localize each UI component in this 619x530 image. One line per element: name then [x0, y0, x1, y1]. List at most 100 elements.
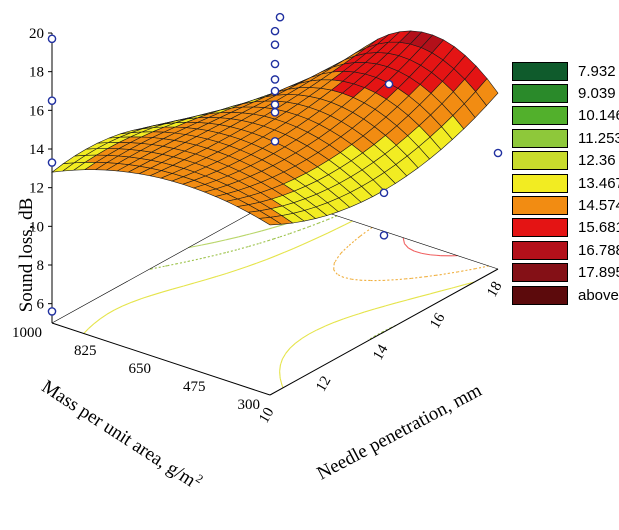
contour-segment	[188, 244, 202, 249]
x-tick-label: 10	[256, 405, 277, 426]
contour-segment	[201, 243, 207, 246]
contour-segment	[457, 270, 464, 273]
contour-segment	[280, 382, 283, 386]
data-point	[47, 158, 57, 167]
contour-segment	[226, 236, 239, 241]
observed-points	[47, 12, 503, 316]
contour-segment	[325, 321, 335, 327]
z-tick-label: 20	[29, 26, 44, 42]
contour-segment	[183, 282, 195, 287]
legend-label: 13.467	[578, 174, 619, 192]
data-point	[384, 79, 394, 89]
contour-segment	[161, 289, 171, 293]
z-tick-label: 10	[29, 219, 44, 235]
contour-segment	[343, 314, 355, 320]
x-axis-line	[269, 268, 499, 396]
floor-edge	[51, 196, 281, 324]
contour-segment	[268, 238, 275, 241]
contour-segment	[414, 250, 422, 254]
contour-segment	[214, 239, 226, 243]
legend-label: 10.146	[578, 107, 619, 125]
contour-segment	[205, 255, 214, 259]
contour-segment	[374, 305, 385, 310]
contour-segment	[359, 235, 361, 238]
data-point	[47, 34, 57, 44]
legend-label: above	[578, 286, 619, 304]
legend-swatch	[512, 285, 568, 305]
contour-segment	[425, 274, 436, 278]
contour-segment	[194, 279, 206, 284]
contour-segment	[164, 265, 168, 267]
data-point	[379, 188, 389, 198]
legend-swatch	[512, 61, 568, 81]
legend-swatch	[512, 173, 568, 193]
y-axis-line	[51, 322, 271, 396]
contour-segment	[421, 252, 431, 256]
contour-segment	[340, 250, 344, 254]
contour-segment	[441, 287, 452, 292]
contour-segment	[299, 227, 305, 231]
contour-segment	[248, 243, 259, 248]
contour-segment	[337, 252, 342, 257]
contour-segment	[189, 257, 202, 262]
data-point	[47, 307, 57, 316]
contour-segment	[289, 342, 296, 349]
contour-segment	[367, 335, 376, 341]
contour-segment	[88, 323, 95, 329]
contour-segment	[441, 272, 450, 276]
contour-segment	[151, 291, 163, 296]
data-point	[379, 231, 389, 240]
contour-segment	[143, 294, 152, 299]
data-point	[270, 59, 280, 69]
contour-segment	[275, 251, 285, 257]
contour-segment	[318, 218, 329, 224]
contour-segment	[249, 230, 262, 235]
legend-label: 16.788	[578, 241, 619, 259]
contour-segment	[177, 261, 186, 265]
contour-segment	[408, 247, 415, 252]
contour-segment	[453, 284, 465, 289]
data-point	[270, 108, 280, 117]
contour-segment	[131, 298, 142, 303]
contour-segment	[334, 256, 339, 263]
legend-item: 15.681	[512, 217, 619, 239]
contour-segment	[213, 252, 226, 257]
x-tick-label: 12	[313, 374, 334, 395]
legend-label: 11.253	[578, 129, 619, 147]
data-point	[270, 75, 280, 84]
contour-segment	[334, 318, 345, 323]
y-tick-label: 1000	[12, 325, 42, 341]
contour-segment	[385, 302, 397, 307]
legend-swatch	[512, 196, 568, 216]
legend-item: 9.039	[512, 82, 619, 104]
contour-segment	[284, 247, 294, 253]
legend-label: 12.36	[578, 152, 616, 170]
z-tick-label: 14	[29, 142, 45, 158]
legend-item: 14.574	[512, 194, 619, 216]
contour-segment	[308, 329, 318, 335]
legend-item: 11.253	[512, 127, 619, 149]
contour-segment	[419, 293, 430, 298]
legend-item: above	[512, 284, 619, 306]
data-point	[47, 96, 57, 105]
contour-segment	[236, 266, 248, 271]
contour-segment	[430, 290, 442, 295]
contour-segment	[449, 271, 459, 274]
legend: 7.932 9.039 10.146 11.253 12.36 13.467 14.574 1…	[512, 60, 619, 306]
contour-segment	[167, 263, 178, 267]
contour-segment	[289, 229, 300, 235]
legend-swatch	[512, 240, 568, 260]
legend-label: 14.574	[578, 197, 619, 215]
contour-segment	[268, 227, 273, 230]
x-tick-label: 14	[370, 342, 392, 363]
response-surface	[50, 30, 499, 226]
legend-swatch	[512, 84, 568, 104]
contour-segment	[279, 363, 282, 366]
contour-segment	[172, 285, 184, 290]
z-tick-label: 16	[29, 103, 45, 119]
y-axis-title: Mass per unit area, g/m2	[38, 374, 206, 495]
contour-segment	[295, 339, 300, 344]
contour-segment	[83, 328, 90, 334]
data-point	[493, 148, 503, 158]
contour-segment	[201, 257, 206, 259]
